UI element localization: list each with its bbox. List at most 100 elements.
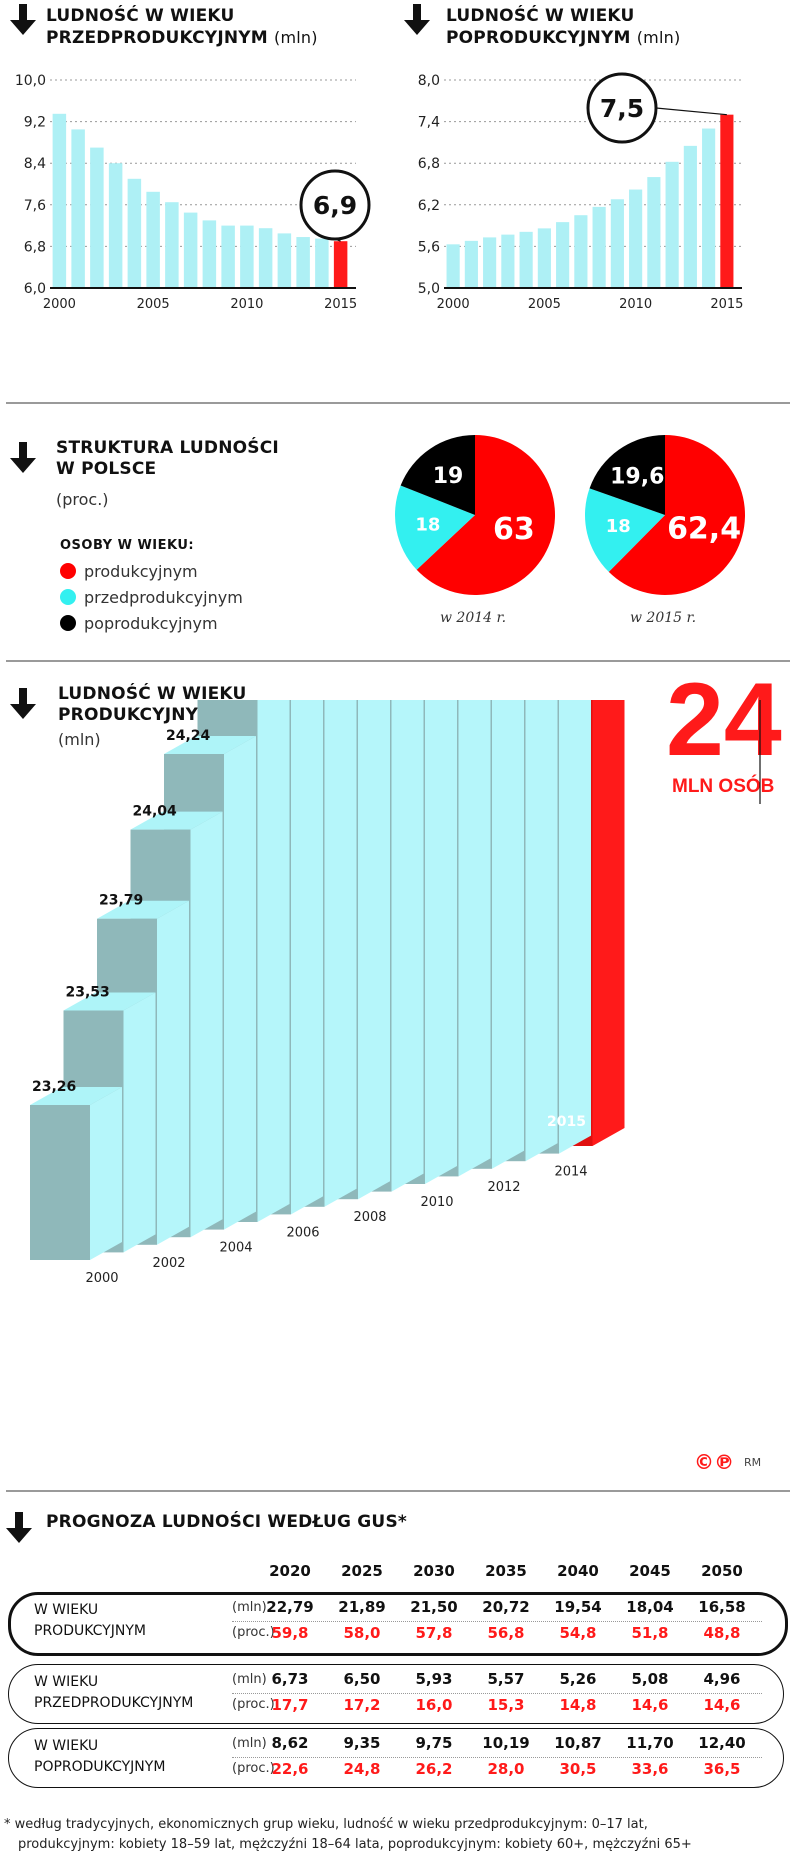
- bar-side: [492, 700, 524, 1169]
- mln-value: 5,57: [487, 1670, 525, 1688]
- down-arrow-icon: [10, 4, 36, 35]
- bar: [592, 206, 606, 288]
- y-tick-label: 8,4: [24, 156, 46, 172]
- pie-slice: [585, 488, 665, 572]
- bar: [720, 114, 734, 288]
- mln-value: 10,87: [554, 1734, 602, 1752]
- pie-slice: [608, 435, 745, 595]
- year-header: 2025: [341, 1562, 383, 1580]
- down-arrow-icon: [10, 688, 36, 719]
- bar-front: [30, 1105, 90, 1260]
- y-tick-label: 7,6: [24, 198, 46, 214]
- callout-circle: [299, 169, 371, 241]
- proc-value: 28,0: [487, 1760, 525, 1778]
- bar: [446, 244, 460, 288]
- working-age-unit: (mln): [58, 730, 101, 749]
- row-label: W WIEKU PRODUKCYJNYM: [34, 1602, 146, 1639]
- copyright-logo: ©℗: [694, 1450, 734, 1474]
- bar: [258, 228, 273, 288]
- unit-label: (proc.): [232, 1625, 275, 1640]
- credit-initials: RM: [744, 1456, 762, 1469]
- x-tick-label: 2004: [219, 1241, 252, 1256]
- down-arrow-icon: [6, 1512, 32, 1543]
- bar: [665, 161, 679, 288]
- bar: [556, 222, 570, 288]
- structure-unit: (proc.): [56, 490, 109, 509]
- y-tick-label: 7,4: [418, 115, 440, 131]
- proc-value: 59,8: [271, 1624, 309, 1642]
- mln-value: 5,08: [631, 1670, 669, 1688]
- legend-swatch: [60, 615, 76, 631]
- proc-value: 51,8: [631, 1624, 669, 1642]
- x-tick-label: 2014: [554, 1165, 587, 1180]
- proc-value: 14,6: [703, 1696, 741, 1714]
- pie-chart-2015: 62,4 18 19,6: [585, 435, 745, 595]
- x-tick-label: 2000: [85, 1271, 118, 1286]
- pie-slice: [400, 435, 475, 515]
- x-tick-label: 2005: [528, 297, 561, 312]
- bar-side: [190, 811, 223, 1238]
- bar: [108, 163, 123, 288]
- pie-label: 18: [415, 514, 440, 535]
- proc-value: 14,8: [559, 1696, 597, 1714]
- separator: [6, 660, 790, 662]
- x-tick-label: 2015: [324, 297, 357, 312]
- callout-leader: [655, 107, 727, 116]
- bar-side: [559, 700, 591, 1154]
- mln-value: 6,73: [271, 1670, 309, 1688]
- mln-value: 9,35: [343, 1734, 381, 1752]
- pie-label: 19: [433, 464, 464, 489]
- proc-value: 48,8: [703, 1624, 741, 1642]
- row-label: W WIEKU PRZEDPRODUKCYJNYM: [34, 1674, 194, 1711]
- mln-value: 11,70: [626, 1734, 674, 1752]
- bar: [165, 202, 179, 288]
- proc-value: 58,0: [343, 1624, 381, 1642]
- x-tick-label: 2010: [619, 297, 652, 312]
- bar: [464, 240, 478, 288]
- proc-value: 16,0: [415, 1696, 453, 1714]
- year-header: 2040: [557, 1562, 599, 1580]
- proc-value: 22,6: [271, 1760, 309, 1778]
- year-header: 2020: [269, 1562, 311, 1580]
- footnote-line: * według tradycyjnych, ekonomicznych gru…: [4, 1817, 648, 1832]
- bar: [629, 189, 643, 288]
- x-tick-label: 2015: [547, 1114, 586, 1130]
- mln-value: 21,50: [410, 1598, 458, 1616]
- separator: [6, 402, 790, 404]
- legend-item-przedprodukcyjnym: przedprodukcyjnym: [60, 588, 243, 607]
- proc-value: 33,6: [631, 1760, 669, 1778]
- working-age-3d-bar-chart: 23,2623,5323,7924,0424,2424,4124,4824,55…: [30, 700, 761, 1286]
- bar: [683, 145, 697, 288]
- bar-side: [224, 736, 256, 1230]
- bar: [574, 215, 588, 288]
- bar-data-label: 24,04: [133, 804, 178, 820]
- mln-value: 4,96: [703, 1670, 741, 1688]
- bar-side: [358, 700, 390, 1200]
- bar: [127, 178, 142, 288]
- structure-title: STRUKTURA LUDNOŚCI W POLSCE: [56, 438, 279, 479]
- proc-value: 17,2: [343, 1696, 381, 1714]
- down-arrow-icon: [10, 442, 36, 473]
- bar: [315, 238, 329, 288]
- bar: [183, 212, 198, 288]
- y-tick-label: 10,0: [15, 73, 46, 89]
- pie-label: 62,4: [667, 511, 741, 546]
- mln-value: 20,72: [482, 1598, 530, 1616]
- bar-top: [164, 736, 256, 754]
- x-tick-label: 2010: [420, 1195, 453, 1210]
- unit-label: (mln): [232, 1600, 267, 1615]
- mln-value: 6,50: [343, 1670, 381, 1688]
- down-arrow-icon: [404, 4, 430, 35]
- forecast-row-group: [8, 1728, 784, 1788]
- proc-value: 24,8: [343, 1760, 381, 1778]
- bar-data-label: 23,26: [32, 1079, 76, 1095]
- separator: [6, 1490, 790, 1492]
- bar: [221, 225, 235, 288]
- big-number-caption: MLN OSÓB: [672, 776, 775, 797]
- proc-value: 17,7: [271, 1696, 309, 1714]
- y-tick-label: 6,2: [418, 198, 440, 214]
- bar-data-label: 24,24: [166, 728, 211, 744]
- bar-side: [458, 700, 491, 1177]
- y-tick-label: 6,8: [418, 156, 440, 172]
